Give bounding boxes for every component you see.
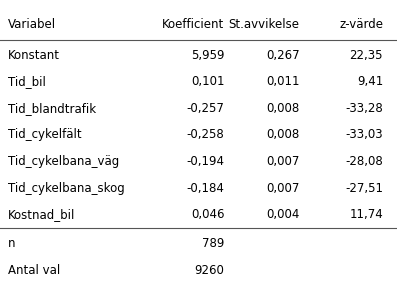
Text: -0,257: -0,257: [187, 102, 224, 115]
Text: 9,41: 9,41: [357, 75, 383, 88]
Text: -0,258: -0,258: [187, 128, 224, 141]
Text: 0,101: 0,101: [191, 75, 224, 88]
Text: 0,267: 0,267: [266, 49, 300, 62]
Text: 11,74: 11,74: [349, 208, 383, 221]
Text: 0,007: 0,007: [266, 155, 300, 168]
Text: -33,28: -33,28: [345, 102, 383, 115]
Text: -27,51: -27,51: [345, 181, 383, 194]
Text: 0,007: 0,007: [266, 181, 300, 194]
Text: -28,08: -28,08: [345, 155, 383, 168]
Text: -0,194: -0,194: [186, 155, 224, 168]
Text: 0,011: 0,011: [266, 75, 300, 88]
Text: 0,046: 0,046: [191, 208, 224, 221]
Text: -0,184: -0,184: [187, 181, 224, 194]
Text: 789: 789: [202, 237, 224, 250]
Text: n: n: [8, 237, 15, 250]
Text: Koefficient: Koefficient: [162, 18, 224, 31]
Text: Tid_blandtrafik: Tid_blandtrafik: [8, 102, 96, 115]
Text: Tid_cykelbana_väg: Tid_cykelbana_väg: [8, 155, 119, 168]
Text: Antal val: Antal val: [8, 264, 60, 277]
Text: Konstant: Konstant: [8, 49, 60, 62]
Text: 9260: 9260: [195, 264, 224, 277]
Text: Kostnad_bil: Kostnad_bil: [8, 208, 75, 221]
Text: 0,004: 0,004: [266, 208, 300, 221]
Text: Tid_bil: Tid_bil: [8, 75, 46, 88]
Text: z-värde: z-värde: [339, 18, 383, 31]
Text: -33,03: -33,03: [345, 128, 383, 141]
Text: 5,959: 5,959: [191, 49, 224, 62]
Text: Tid_cykelfält: Tid_cykelfält: [8, 128, 81, 141]
Text: 0,008: 0,008: [266, 102, 300, 115]
Text: 0,008: 0,008: [266, 128, 300, 141]
Text: 22,35: 22,35: [350, 49, 383, 62]
Text: Variabel: Variabel: [8, 18, 56, 31]
Text: Tid_cykelbana_skog: Tid_cykelbana_skog: [8, 181, 125, 194]
Text: St.avvikelse: St.avvikelse: [229, 18, 300, 31]
